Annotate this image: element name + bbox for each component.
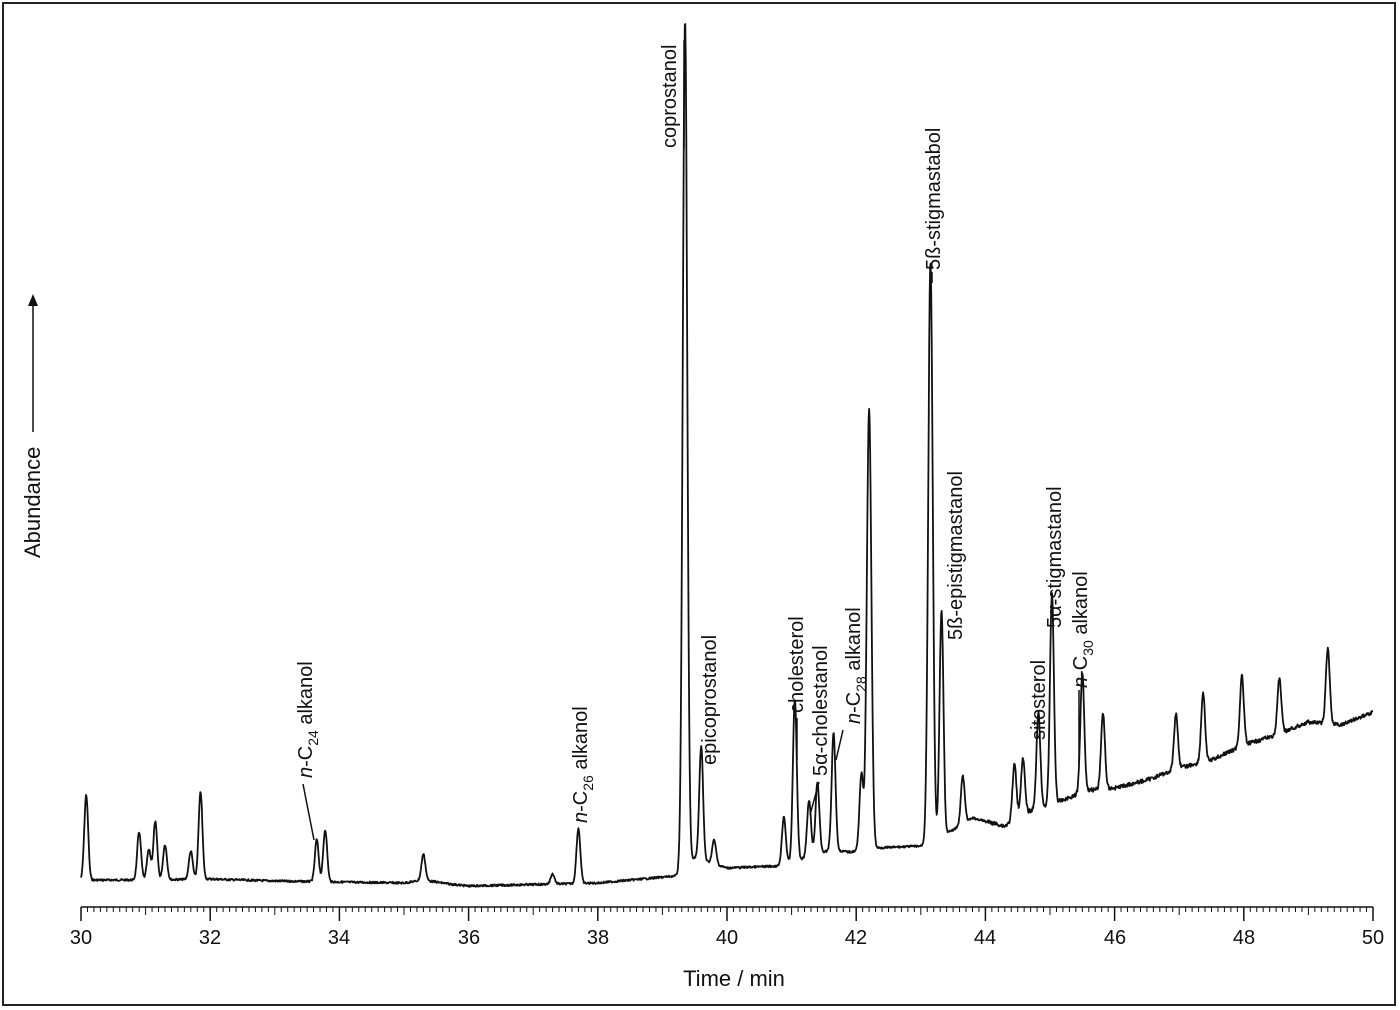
x-axis-minor-ticks	[80, 907, 1374, 921]
label-5a-cholestanol: 5α-cholestanol	[810, 645, 832, 776]
tick-label-30: 30	[70, 927, 92, 949]
tick-label-38: 38	[587, 927, 609, 949]
label-5b-epistigmastanol: 5ß-epistigmastanol	[945, 471, 967, 640]
x-axis-label: Time / min	[683, 966, 785, 991]
tick-label-34: 34	[328, 927, 350, 949]
tick-label-48: 48	[1233, 927, 1255, 949]
label-5a-stigmastanol: 5α-stigmastanol	[1044, 486, 1066, 628]
label-n-c24-alkanol: n-C24 alkanol	[295, 661, 321, 778]
annotation-leaders	[302, 40, 1080, 841]
label-n-c30-alkanol: n-C30 alkanol	[1070, 571, 1096, 688]
label-coprostanol: coprostanol	[659, 45, 681, 148]
label-5b-stigmastabol: 5ß-stigmastabol	[923, 128, 945, 270]
tick-label-44: 44	[974, 927, 996, 949]
label-n-c28-alkanol: n-C28 alkanol	[843, 607, 869, 724]
label-sitosterol: sitosterol	[1028, 660, 1050, 740]
label-epicoprostanol: epicoprostanol	[699, 635, 721, 765]
tick-label-40: 40	[716, 927, 738, 949]
abundance-axis-arrow	[28, 294, 38, 432]
tick-label-50: 50	[1362, 927, 1384, 949]
x-axis-tick-labels: 30 32 34 36 38 40 42 44 46 48 50	[70, 927, 1384, 949]
tick-label-46: 46	[1104, 927, 1126, 949]
label-cholesterol: cholesterol	[786, 616, 808, 713]
tick-label-36: 36	[458, 927, 480, 949]
label-n-c26-alkanol: n-C26 alkanol	[570, 706, 596, 823]
tick-label-32: 32	[199, 927, 221, 949]
tick-label-42: 42	[845, 927, 867, 949]
chromatogram-trace	[80, 23, 1374, 888]
y-axis-label: Abundance	[20, 447, 45, 558]
